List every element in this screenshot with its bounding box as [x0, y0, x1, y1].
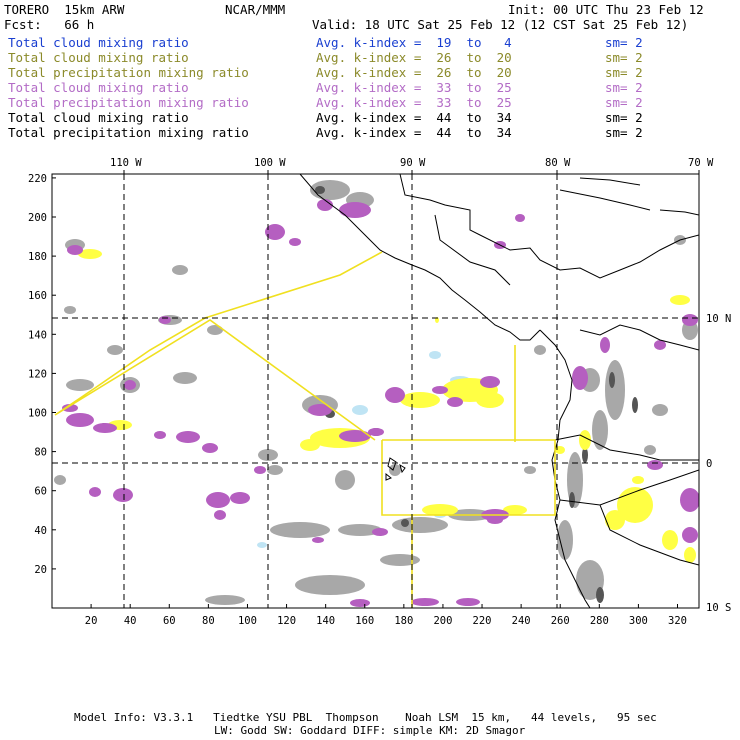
legend-sm-7: sm= 2	[605, 125, 643, 140]
lon-label-100w: 100 W	[254, 157, 286, 169]
map-frame	[51, 173, 700, 609]
legend-sm-4: sm= 2	[605, 80, 643, 95]
y-tick-label: 100	[28, 408, 47, 420]
yellow-patches	[78, 249, 696, 563]
lat-label-10n: 10 N	[706, 313, 731, 325]
cloud-patches	[54, 180, 698, 605]
legend-sm-3: sm= 2	[605, 65, 643, 80]
legend-sm-6: sm= 2	[605, 110, 643, 125]
valid-time: Valid: 18 UTC Sat 25 Feb 12 (12 CST Sat …	[312, 17, 689, 32]
x-tick-label: 320	[668, 615, 687, 627]
x-tick-label: 240	[512, 615, 531, 627]
x-tick-marks	[90, 604, 678, 608]
y-tick-label: 220	[28, 173, 47, 185]
legend-field-3: Total precipitation mixing ratio	[8, 65, 249, 80]
x-tick-label: 280	[590, 615, 609, 627]
y-tick-label: 120	[28, 368, 47, 380]
coastlines	[299, 174, 699, 608]
y-tick-label: 40	[34, 525, 47, 537]
x-tick-label: 120	[277, 615, 296, 627]
model-info: Model Info: V3.3.1 Tiedtke YSU PBL Thomp…	[74, 711, 657, 724]
x-tick-label: 20	[85, 615, 98, 627]
legend-kindex-6: Avg. k-index = 44 to 34	[316, 110, 512, 125]
precip-patches	[62, 199, 699, 607]
physics-info: LW: Godd SW: Goddard DIFF: simple KM: 2D…	[214, 724, 526, 737]
legend-field-1: Total cloud mixing ratio	[8, 35, 189, 50]
x-tick-label: 100	[238, 615, 257, 627]
light-blue-patches	[257, 351, 470, 548]
map-content	[52, 174, 699, 608]
x-tick-label: 140	[316, 615, 335, 627]
x-tick-labels: 20 40 60 80 100 120 140 160 180 200 220 240 260 280 30…	[85, 615, 687, 627]
legend-field-7: Total precipitation mixing ratio	[8, 125, 249, 140]
y-tick-label: 160	[28, 290, 47, 302]
flight-tracks	[54, 251, 556, 608]
x-tick-label: 60	[163, 615, 176, 627]
lon-label-90w: 90 W	[400, 157, 426, 169]
legend-sm-1: sm= 2	[605, 35, 643, 50]
x-tick-label: 40	[124, 615, 137, 627]
legend-sm-5: sm= 2	[605, 95, 643, 110]
legend-kindex-7: Avg. k-index = 44 to 34	[316, 125, 512, 140]
lon-ticks	[123, 170, 700, 174]
lon-label-110w: 110 W	[110, 157, 142, 169]
y-tick-labels: 220 200 180 160 140 120 100 80 60 40 20	[28, 173, 47, 576]
y-tick-label: 80	[34, 447, 47, 459]
model-title: TORERO 15km ARW	[4, 2, 125, 17]
y-tick-label: 60	[34, 486, 47, 498]
y-tick-label: 20	[34, 564, 47, 576]
lon-label-80w: 80 W	[545, 157, 571, 169]
legend-field-5: Total precipitation mixing ratio	[8, 95, 249, 110]
legend-sm-2: sm= 2	[605, 50, 643, 65]
x-tick-label: 200	[433, 615, 452, 627]
x-tick-label: 180	[394, 615, 413, 627]
x-tick-label: 160	[355, 615, 374, 627]
y-tick-label: 140	[28, 329, 47, 341]
center-label: NCAR/MMM	[225, 2, 286, 17]
legend-kindex-2: Avg. k-index = 26 to 20	[316, 50, 512, 65]
lon-labels: 110 W 100 W 90 W 80 W 70 W	[110, 157, 714, 169]
y-tick-marks	[52, 177, 56, 570]
legend-kindex-1: Avg. k-index = 19 to 4	[316, 35, 512, 50]
x-tick-label: 260	[551, 615, 570, 627]
graticule	[52, 174, 699, 608]
y-tick-label: 180	[28, 251, 47, 263]
legend-kindex-4: Avg. k-index = 33 to 25	[316, 80, 512, 95]
y-tick-label: 200	[28, 212, 47, 224]
lat-label-10s: 10 S	[706, 602, 731, 614]
forecast-hour: Fcst: 66 h	[4, 17, 95, 32]
x-tick-label: 220	[473, 615, 492, 627]
lon-label-70w: 70 W	[688, 157, 714, 169]
init-time: Init: 00 UTC Thu 23 Feb 12	[508, 2, 704, 17]
legend-field-6: Total cloud mixing ratio	[8, 110, 189, 125]
legend-field-2: Total cloud mixing ratio	[8, 50, 189, 65]
legend-kindex-3: Avg. k-index = 26 to 20	[316, 65, 512, 80]
lat-labels: 10 N 0 10 S	[706, 313, 731, 614]
x-tick-label: 80	[202, 615, 215, 627]
x-tick-label: 300	[629, 615, 648, 627]
legend-kindex-5: Avg. k-index = 33 to 25	[316, 95, 512, 110]
lat-label-0: 0	[706, 458, 712, 470]
legend-field-4: Total cloud mixing ratio	[8, 80, 189, 95]
